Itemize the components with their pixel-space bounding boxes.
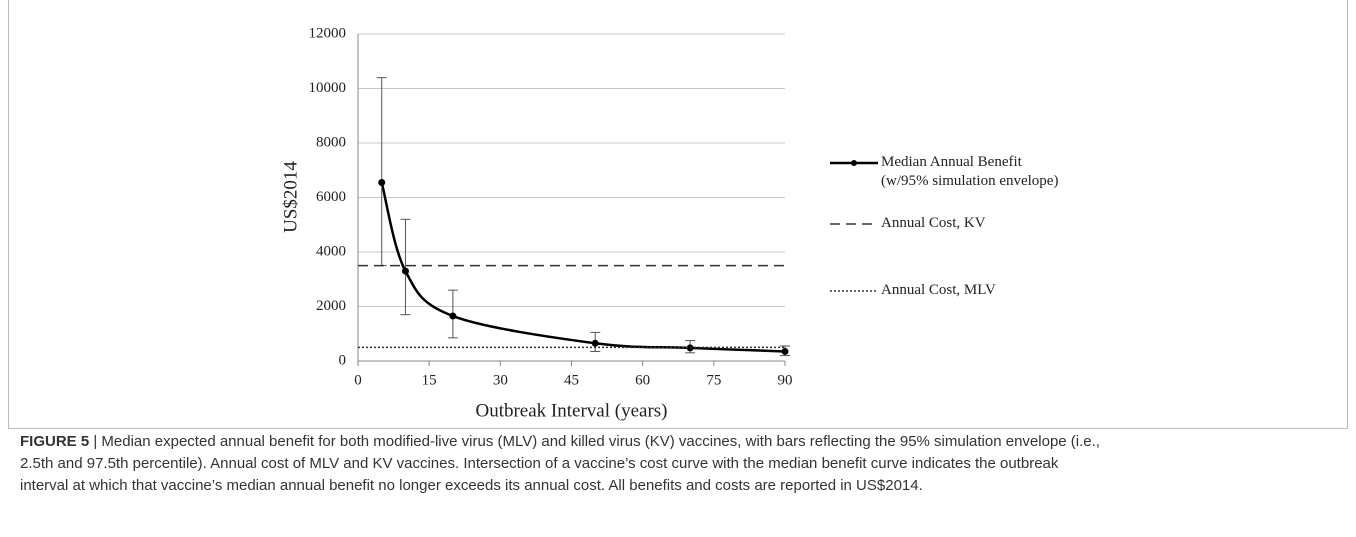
legend-label: Median Annual Benefit (w/95% simulation … — [881, 154, 1059, 189]
point — [378, 179, 386, 187]
legend-point — [851, 160, 857, 166]
y-axis-label: US$2014 — [280, 161, 301, 233]
y-tick-label: 2000 — [316, 298, 346, 314]
x-axis-label: Outbreak Interval (years) — [475, 400, 667, 421]
y-tick-label: 10000 — [309, 80, 347, 96]
x-tick-label: 15 — [422, 372, 437, 388]
caption-label: FIGURE 5 — [20, 433, 90, 450]
legend-label: Annual Cost, MLV — [881, 282, 996, 298]
y-tick-label: 6000 — [316, 189, 346, 205]
point — [449, 312, 457, 320]
x-tick-label: 0 — [354, 372, 362, 388]
error-bar — [400, 218, 411, 316]
x-tick-label: 45 — [564, 372, 579, 388]
chart: Outbreak Interval (years) US$2014 0 2000 4… — [280, 25, 878, 421]
point — [591, 339, 599, 347]
point — [781, 347, 789, 355]
figure-frame — [8, 0, 1348, 429]
y-tick-label: 0 — [339, 352, 347, 368]
point — [401, 267, 409, 275]
caption-text: | Median expected annual benefit for bot… — [20, 433, 1100, 494]
series-line — [380, 182, 786, 353]
y-tick-label: 4000 — [316, 243, 346, 259]
x-tick-label: 60 — [635, 372, 650, 388]
caption: FIGURE 5 | Median expected annual benefi… — [20, 431, 1100, 497]
x-tick-label: 75 — [706, 372, 721, 388]
x-tick-label: 90 — [778, 372, 793, 388]
y-tick-label: 12000 — [309, 25, 347, 41]
y-tick-label: 8000 — [316, 134, 346, 150]
x-tick-label: 30 — [493, 372, 508, 388]
legend-label: Annual Cost, KV — [881, 215, 986, 231]
error-bar — [376, 77, 387, 267]
